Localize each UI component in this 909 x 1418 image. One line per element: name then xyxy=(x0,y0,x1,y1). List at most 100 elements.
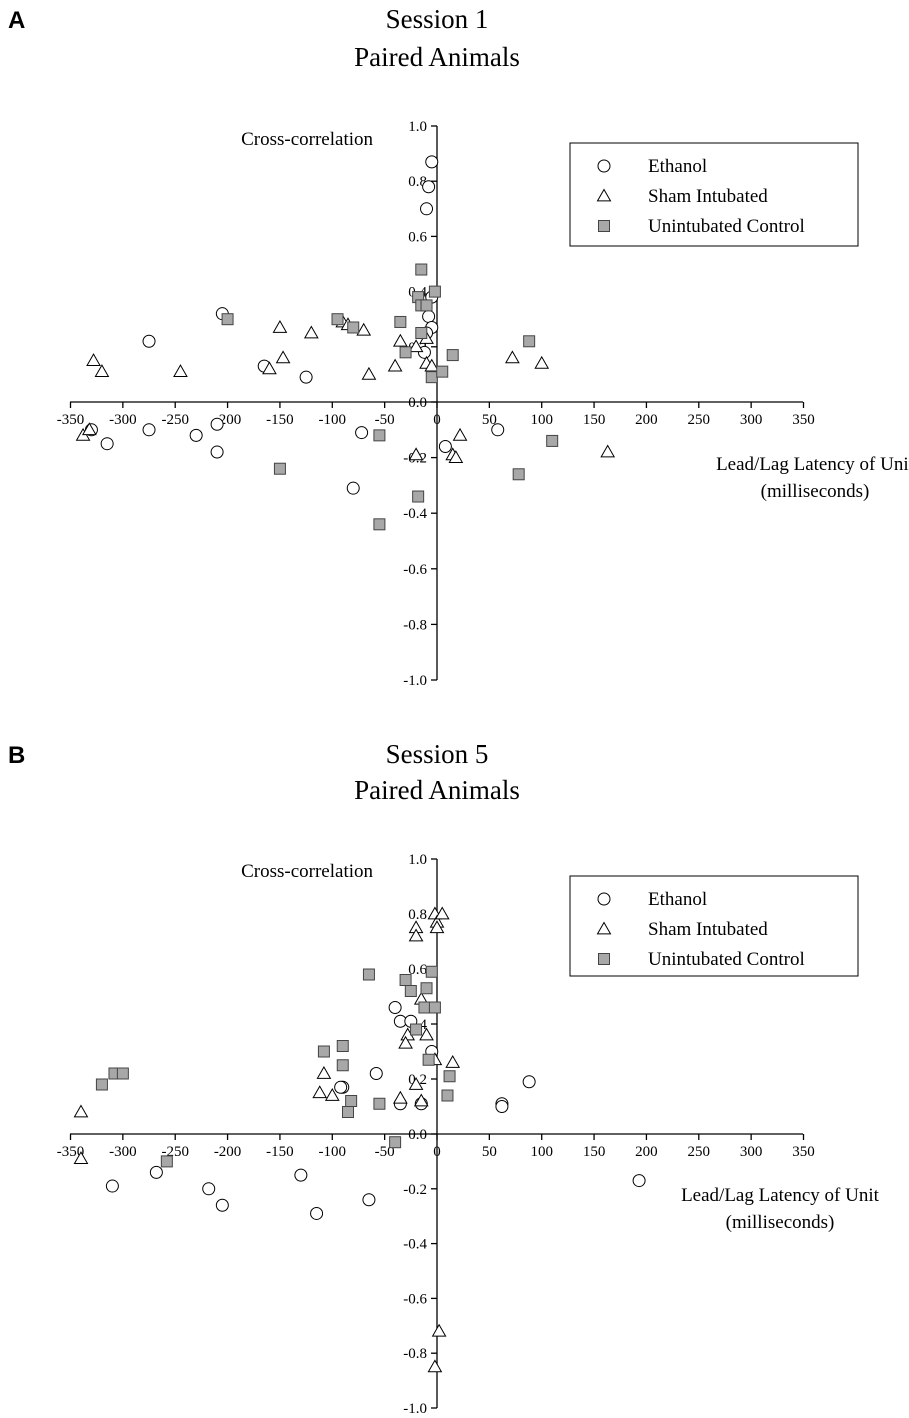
legend: Ethanol Sham Intubated Unintubated Control xyxy=(569,875,859,977)
data-point xyxy=(160,1155,173,1168)
data-point xyxy=(389,1136,402,1149)
data-point xyxy=(408,1076,424,1090)
data-point xyxy=(312,1085,328,1099)
panel-letter: A xyxy=(8,7,25,34)
data-point xyxy=(398,1035,413,1049)
data-point xyxy=(424,358,440,372)
series-ethanol xyxy=(84,155,505,495)
data-point xyxy=(445,1054,461,1068)
data-point xyxy=(341,1106,354,1118)
data-point xyxy=(373,429,386,442)
data-point xyxy=(446,349,459,362)
legend: Ethanol Sham Intubated Unintubated Control xyxy=(569,142,859,247)
data-point xyxy=(189,428,203,442)
data-point xyxy=(419,1027,434,1041)
x-tick-label: 250 xyxy=(688,1144,711,1160)
series-unintubated-control xyxy=(95,965,456,1168)
x-axis-label-line: Lead/Lag Latency of Unit xyxy=(716,454,909,475)
data-point xyxy=(412,490,425,503)
legend-label: Unintubated Control xyxy=(648,216,805,237)
series-ethanol xyxy=(105,1001,646,1220)
y-tick-label: 0.8 xyxy=(408,907,427,923)
data-point xyxy=(436,365,449,378)
legend-label: Unintubated Control xyxy=(648,949,805,970)
chart-title-line: Session 5 xyxy=(386,739,489,769)
x-tick-label: -50 xyxy=(375,412,395,428)
x-tick-label: -300 xyxy=(109,1144,137,1160)
legend-marker xyxy=(597,159,611,173)
data-point xyxy=(142,423,156,437)
data-point xyxy=(420,982,433,995)
data-point xyxy=(434,906,450,920)
y-axis-label: Cross-correlation xyxy=(241,861,373,882)
data-point xyxy=(142,334,156,348)
x-tick-label: -350 xyxy=(57,412,85,428)
data-point xyxy=(294,1168,308,1182)
data-point xyxy=(427,1359,443,1373)
data-point xyxy=(221,313,234,326)
data-point xyxy=(346,481,360,495)
x-tick-label: 300 xyxy=(740,412,763,428)
data-point xyxy=(362,968,375,981)
x-tick-label: 250 xyxy=(688,412,711,428)
data-point xyxy=(448,450,464,463)
data-point xyxy=(441,1089,454,1102)
data-point xyxy=(410,1023,423,1036)
y-tick-label: -0.2 xyxy=(403,1182,427,1198)
data-point xyxy=(428,1001,441,1014)
data-point xyxy=(452,427,468,441)
data-point xyxy=(415,263,428,276)
x-tick-label: -150 xyxy=(266,1144,294,1160)
data-point xyxy=(94,364,110,378)
x-tick-label: -100 xyxy=(319,412,347,428)
data-point xyxy=(73,1104,89,1118)
data-point xyxy=(81,422,97,436)
data-point xyxy=(495,1100,509,1113)
x-tick-label: 200 xyxy=(635,412,658,428)
x-tick-label: 150 xyxy=(583,412,606,428)
chart-title-line: Session 1 xyxy=(386,4,489,34)
data-point xyxy=(73,1151,89,1165)
data-point xyxy=(413,1093,429,1107)
data-point xyxy=(336,1059,349,1072)
x-tick-label: 200 xyxy=(635,1144,658,1160)
data-point xyxy=(408,339,424,353)
y-tick-label: -0.4 xyxy=(403,1237,427,1253)
data-point xyxy=(491,423,505,437)
y-tick-label: 1.0 xyxy=(408,852,427,868)
data-point xyxy=(369,1067,383,1080)
data-point xyxy=(173,364,188,378)
x-tick-label: -300 xyxy=(109,412,137,428)
x-axis-label-line: (milliseconds) xyxy=(726,1212,835,1233)
chart-title-line: Paired Animals xyxy=(354,775,520,805)
data-point xyxy=(373,518,386,531)
data-point xyxy=(422,180,436,194)
data-point xyxy=(355,426,369,440)
data-point xyxy=(334,1080,348,1094)
y-tick-label: 0.6 xyxy=(408,229,427,245)
data-point xyxy=(522,1075,536,1089)
data-point xyxy=(116,1067,129,1080)
legend-label: Ethanol xyxy=(648,156,707,177)
data-point xyxy=(387,358,403,372)
legend-box xyxy=(569,142,859,247)
y-tick-label: -0.4 xyxy=(403,506,427,522)
x-tick-label: -350 xyxy=(57,1144,85,1160)
data-point xyxy=(373,1097,386,1110)
data-point xyxy=(356,322,372,336)
data-point xyxy=(361,366,377,380)
data-point xyxy=(425,371,438,384)
x-tick-label: -100 xyxy=(319,1144,347,1160)
data-point xyxy=(105,1179,119,1193)
x-tick-label: 50 xyxy=(482,1144,497,1160)
y-tick-label: 0.6 xyxy=(408,962,427,978)
data-point xyxy=(422,1053,435,1066)
data-point xyxy=(408,447,424,461)
data-point xyxy=(317,1045,330,1058)
data-point xyxy=(420,299,433,312)
y-tick-label: -0.6 xyxy=(403,1291,427,1307)
x-axis-label-line: Lead/Lag Latency of Unit xyxy=(681,1185,880,1206)
x-tick-label: -250 xyxy=(161,412,189,428)
x-tick-label: -200 xyxy=(214,1144,242,1160)
